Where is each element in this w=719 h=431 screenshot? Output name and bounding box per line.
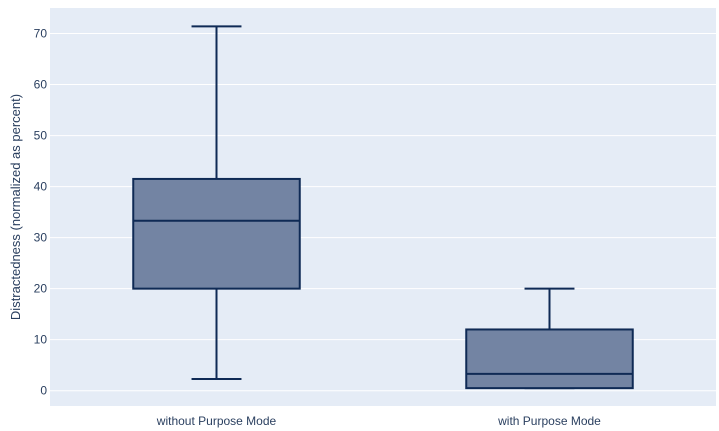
y-axis-ticks: 0 10 20 30 40 50 60 70 <box>34 27 48 398</box>
box-group <box>132 25 301 380</box>
box-group <box>465 287 634 390</box>
y-tick-label: 40 <box>34 180 48 194</box>
box-series <box>132 25 634 390</box>
y-axis-title: Distractedness (normalized as percent) <box>8 94 23 320</box>
y-tick-label: 0 <box>40 384 47 398</box>
y-tick-label: 20 <box>34 282 48 296</box>
iqr-box <box>465 328 634 390</box>
x-tick-label: with Purpose Mode <box>497 414 601 428</box>
x-axis-ticks: without Purpose Mode with Purpose Mode <box>156 414 601 428</box>
y-tick-label: 70 <box>34 27 48 41</box>
y-tick-label: 30 <box>34 231 48 245</box>
y-tick-label: 10 <box>34 333 48 347</box>
x-tick-label: without Purpose Mode <box>156 414 277 428</box>
iqr-box <box>132 177 301 290</box>
y-tick-label: 50 <box>34 129 48 143</box>
y-tick-label: 60 <box>34 78 48 92</box>
